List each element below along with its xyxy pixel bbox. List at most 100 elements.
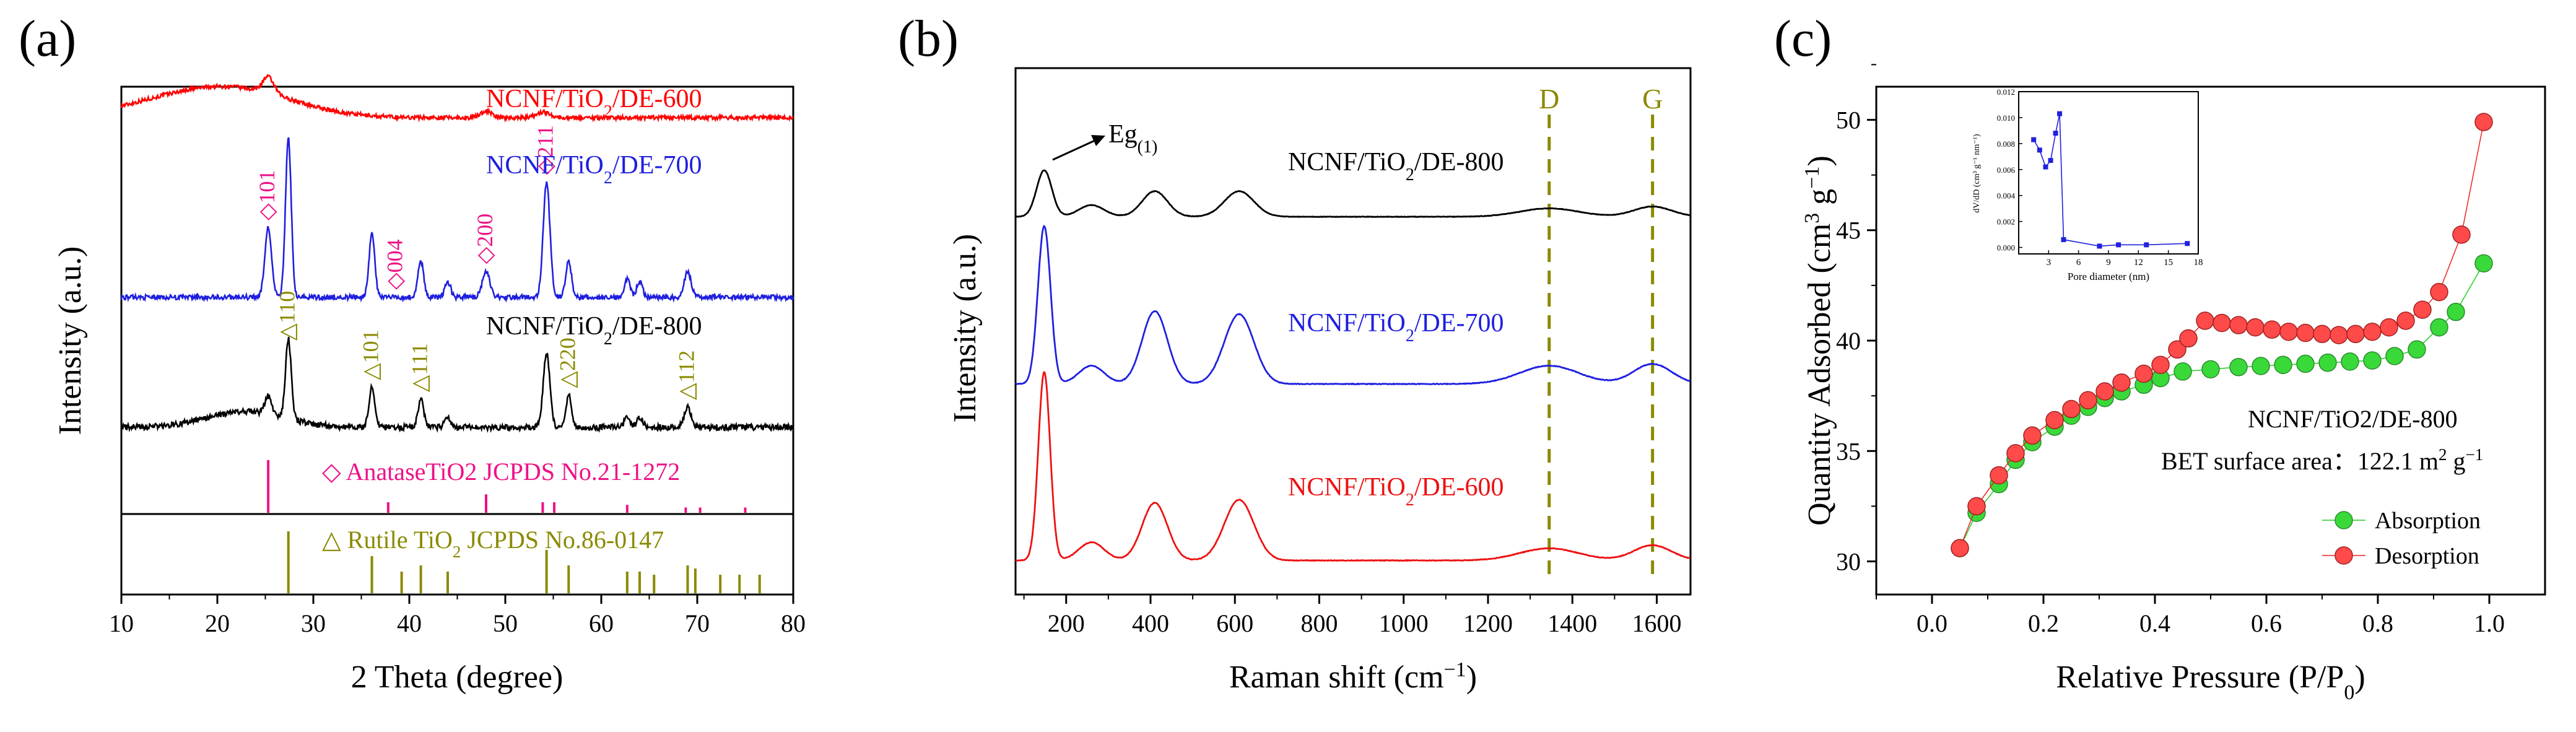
desorption-point (2263, 320, 2281, 339)
absorption-point (2408, 340, 2426, 359)
legend-absorption-label: Absorption (2375, 508, 2481, 534)
inset-y-tick-label-0.012: 0.012 (1997, 87, 2015, 97)
desorption-point (2112, 373, 2131, 392)
x-tick-label-600: 600 (1216, 609, 1253, 637)
panel-c-axes: 0.0 0.2 0.4 0.6 0.8 1.0 30 35 40 45 50 (1836, 64, 2505, 637)
desorption-point (2006, 444, 2025, 463)
inset-x-tick-label-6: 6 (2076, 258, 2081, 268)
y-tick-label-50: 50 (1836, 106, 1861, 134)
inset-point (2061, 237, 2066, 242)
peak-annotation-111: △111 (407, 343, 432, 392)
absorption-point (2296, 354, 2315, 373)
desorption-point (2179, 329, 2198, 348)
absorption-point (2447, 302, 2465, 321)
desorption-point (2474, 113, 2493, 131)
x-tick-label-30: 30 (301, 609, 326, 637)
x-tick-label-50: 50 (493, 609, 518, 637)
desorption-point (2346, 325, 2365, 344)
eg-annotation: Eg(1) (1052, 120, 1157, 161)
inset-x-tick-label-3: 3 (2047, 258, 2052, 268)
absorption-point (2174, 362, 2192, 381)
absorption-point (2274, 355, 2292, 374)
raman-curve-800 (1015, 169, 1690, 219)
eg-arrow-head (1091, 135, 1105, 146)
x-tick-label-1000: 1000 (1379, 609, 1429, 637)
absorption-point (2201, 360, 2220, 379)
legend-desorption-label: Desorption (2375, 543, 2479, 569)
inset-point (2144, 242, 2149, 248)
panel-a-xlabel: 2 Theta (degree) (351, 660, 564, 695)
desorption-point (2168, 340, 2187, 359)
inset-y-tick-label-0.002: 0.002 (1997, 217, 2015, 227)
desorption-point (2452, 225, 2471, 244)
desorption-point (2095, 382, 2114, 401)
desorption-point (1967, 497, 1986, 516)
x-tick-label-1600: 1600 (1632, 609, 1682, 637)
inset-point (2048, 158, 2053, 163)
panel-c: (c) 0.0 0.2 0.4 0.6 0.8 1.0 30 35 40 45 50 NCNF/Ti… (1774, 10, 2546, 704)
inset-ylabel: dV/dD (cm³ g⁻¹ nm⁻¹) (1972, 134, 1982, 213)
inset-point (2185, 241, 2190, 246)
inset-plot: 3 6 9 12 15 18 0.000 0.002 0.004 0.006 0.008 0.010 0… (1997, 87, 2203, 268)
x-tick-label-0.2: 0.2 (2028, 609, 2059, 637)
desorption-point (2413, 300, 2432, 319)
peak-annotation-004: ◇004 (382, 239, 407, 290)
x-tick-label-10: 10 (109, 609, 134, 637)
x-tick-label-400: 400 (1132, 609, 1169, 637)
inset-y-tick-label-0.008: 0.008 (1997, 139, 2015, 149)
inset-y-tick-label-0.004: 0.004 (1997, 191, 2016, 201)
x-tick-label-1.0: 1.0 (2474, 609, 2505, 637)
panel-c-xlabel: Relative Pressure (P/P0) (2056, 660, 2365, 704)
inset-point (2031, 137, 2037, 142)
xrd-curve-800 (120, 336, 794, 434)
sample-label: NCNF/TiO2/DE-800 (2248, 405, 2458, 433)
desorption-point (2062, 399, 2081, 419)
anatase-reference-label: ◇ AnataseTiO2 JCPDS No.21-1272 (322, 458, 680, 486)
absorption-point (2385, 347, 2404, 365)
absorption-point (2318, 353, 2337, 372)
absorption-point (2363, 351, 2382, 370)
desorption-point (2151, 355, 2170, 374)
panel-a-reference-lines (267, 460, 761, 593)
inset-point (2037, 147, 2042, 153)
inset-point (2053, 131, 2058, 136)
panel-b: (b) 200 400 600 800 1000 1200 1400 1600 D G Eg(… (898, 10, 1692, 695)
panel-b-xlabel: Raman shift (cm−1) (1229, 658, 1477, 695)
peak-annotation-220: △220 (555, 338, 580, 388)
peak-annotation-101: ◇101 (255, 170, 279, 220)
raman-label-700: NCNF/TiO2/DE-700 (1288, 309, 1504, 346)
y-tick-label-30: 30 (1836, 548, 1861, 576)
panel-c-ylabel: Quantity Adsorbed (cm3 g−1) (1801, 155, 1838, 526)
desorption-point (2023, 426, 2042, 445)
desorption-point (2396, 312, 2415, 330)
inset-frame (2018, 91, 2199, 255)
eg-label: Eg(1) (1108, 120, 1157, 157)
xrd-curve-600 (120, 74, 794, 123)
inset-point (2043, 164, 2048, 170)
panel-a-peak-annotations: ◇101 ◇004 ◇200 ◇211 △110 △101 △111 △220 △112 (255, 125, 698, 400)
desorption-point (2330, 326, 2348, 344)
absorption-point (2341, 352, 2359, 371)
raman-label-600: NCNF/TiO2/DE-600 (1288, 473, 1504, 510)
x-tick-label-200: 200 (1048, 609, 1085, 637)
inset-point (2057, 111, 2063, 116)
x-tick-label-60: 60 (589, 609, 614, 637)
desorption-point (2079, 391, 2097, 410)
series-label-800: NCNF/TiO2/DE-800 (486, 312, 702, 349)
absorption-point (2474, 254, 2493, 272)
desorption-point (2246, 318, 2265, 337)
panel-b-ylabel: Intensity (a.u.) (947, 234, 983, 423)
inset-y-tick-label-0.010: 0.010 (1997, 113, 2015, 123)
inset: 3 6 9 12 15 18 0.000 0.002 0.004 0.006 0.008 0.010 0… (1972, 87, 2203, 282)
desorption-point (2229, 316, 2248, 334)
panel-b-curves (1015, 169, 1690, 562)
legend-desorption-marker (2334, 546, 2353, 565)
x-tick-label-1400: 1400 (1547, 609, 1597, 637)
y-tick-label-45: 45 (1836, 217, 1861, 245)
desorption-point (2313, 325, 2331, 344)
x-tick-label-0.0: 0.0 (1917, 609, 1947, 637)
x-tick-label-20: 20 (205, 609, 230, 637)
inset-x-tick-label-18: 18 (2194, 258, 2203, 268)
raman-curve-700 (1015, 224, 1690, 386)
